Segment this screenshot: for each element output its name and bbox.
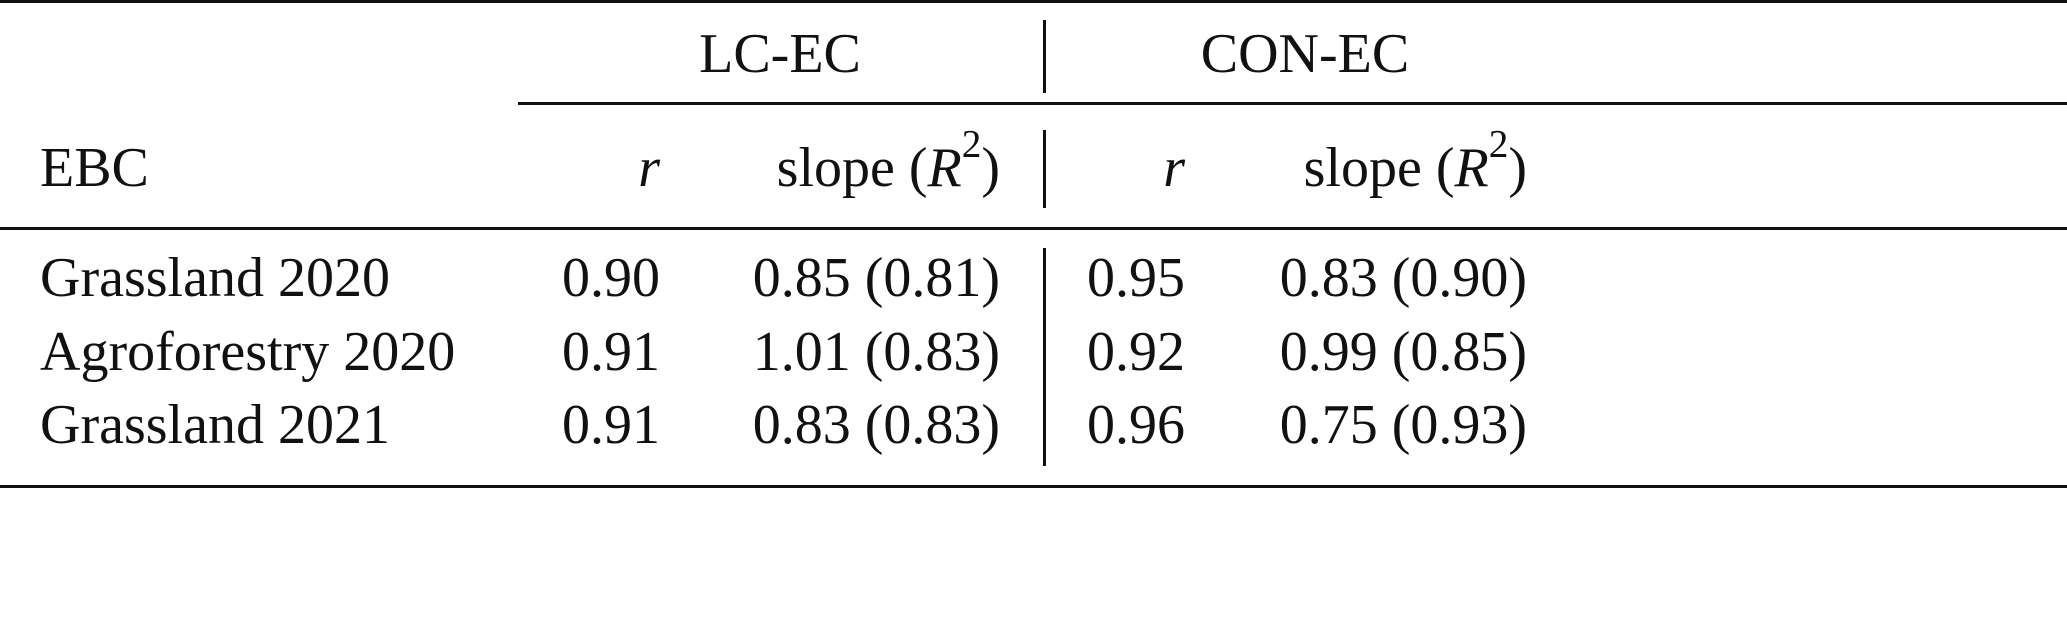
group-rule xyxy=(518,102,2067,105)
header-text: ) xyxy=(981,137,1000,199)
table-cell: 1.01 (0.83) xyxy=(752,321,1000,383)
header-text: ) xyxy=(1508,137,1527,199)
header-exponent: 2 xyxy=(961,122,982,166)
table-cell: 0.90 xyxy=(562,247,660,309)
row-label: Grassland 2020 xyxy=(40,247,390,309)
table-cell: 0.75 (0.93) xyxy=(1279,394,1527,456)
header-rule xyxy=(0,227,2067,230)
column-header: r xyxy=(638,128,660,208)
group-header: CON-EC xyxy=(1200,23,1410,85)
column-header: EBC xyxy=(40,128,149,208)
header-text: r xyxy=(638,137,660,199)
column-header: slope (R2) xyxy=(776,125,1000,208)
divider xyxy=(1043,20,1046,93)
header-text: r xyxy=(1163,137,1185,199)
header-symbol: R xyxy=(1454,137,1489,199)
divider xyxy=(1043,248,1046,466)
header-exponent: 2 xyxy=(1488,122,1509,166)
group-header: LC-EC xyxy=(699,23,861,85)
header-text: slope ( xyxy=(776,137,928,199)
header-symbol: R xyxy=(927,137,962,199)
table-cell: 0.83 (0.90) xyxy=(1279,247,1527,309)
top-rule xyxy=(0,0,2067,3)
table-cell: 0.96 xyxy=(1087,394,1185,456)
header-text: slope ( xyxy=(1303,137,1455,199)
table-cell: 0.91 xyxy=(562,321,660,383)
row-label: Agroforestry 2020 xyxy=(40,321,456,383)
table-cell: 0.85 (0.81) xyxy=(752,247,1000,309)
row-label: Grassland 2021 xyxy=(40,394,390,456)
table-cell: 0.95 xyxy=(1087,247,1185,309)
table-cell: 0.92 xyxy=(1087,321,1185,383)
column-header: r xyxy=(1163,128,1185,208)
table-cell: 0.83 (0.83) xyxy=(752,394,1000,456)
table-cell: 0.91 xyxy=(562,394,660,456)
divider xyxy=(1043,130,1046,208)
column-header: slope (R2) xyxy=(1303,125,1527,208)
header-text: EBC xyxy=(40,137,149,199)
bottom-rule xyxy=(0,485,2067,488)
table-cell: 0.99 (0.85) xyxy=(1279,321,1527,383)
